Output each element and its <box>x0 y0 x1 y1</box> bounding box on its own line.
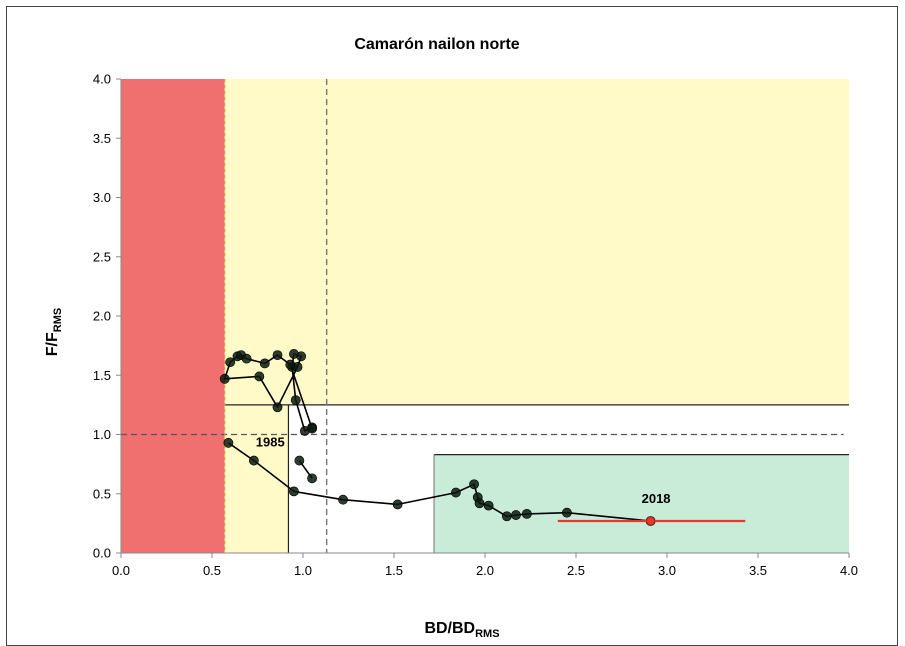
data-point <box>285 359 296 370</box>
y-axis-label: F/FRMS <box>44 308 64 356</box>
data-point <box>307 423 317 434</box>
data-point <box>296 351 307 362</box>
data-point <box>483 500 494 511</box>
data-point <box>338 494 348 505</box>
y-tick-label: 0.5 <box>93 486 111 501</box>
data-point <box>511 510 521 520</box>
phase-diagram-chart: 0.0 0.5 1.0 1.5 2.0 2.5 3.0 3.5 4.0 0.0 0.5 1.0 1.5 2… <box>44 36 858 639</box>
data-point <box>272 350 283 361</box>
data-point <box>248 455 259 466</box>
data-point <box>259 358 270 369</box>
zones-layer <box>121 79 850 553</box>
labels-layer: Camarón nailon norte BD/BDRMS F/FRMS 198… <box>44 36 671 639</box>
data-point <box>294 455 305 466</box>
reference-lines-layer <box>121 79 849 553</box>
data-point <box>501 511 512 522</box>
year-annotation: 2018 <box>642 491 671 506</box>
y-tick-label: 4.0 <box>93 72 111 87</box>
data-point <box>223 437 234 448</box>
data-point <box>290 395 301 406</box>
y-axis-label-main: F/F <box>44 332 61 356</box>
y-tick-label: 3.5 <box>93 131 111 146</box>
data-point <box>225 357 236 368</box>
final-point <box>646 516 656 526</box>
data-point <box>450 487 461 498</box>
x-axis-label-sub: RMS <box>475 628 499 639</box>
y-tick-label: 2.0 <box>93 309 111 324</box>
y-tick-label: 1.5 <box>93 368 111 383</box>
y-tick-label: 1.0 <box>93 427 111 442</box>
data-point <box>392 499 403 510</box>
x-tick-label: 0.5 <box>203 563 221 578</box>
collapse-zone <box>121 79 225 553</box>
x-tick-label: 3.0 <box>658 563 676 578</box>
data-point <box>241 353 252 364</box>
data-point <box>521 508 532 519</box>
x-tick-label: 1.0 <box>294 563 312 578</box>
x-tick-label: 2.0 <box>476 563 494 578</box>
axes-layer: 0.0 0.5 1.0 1.5 2.0 2.5 3.0 3.5 4.0 0.0 0.5 1.0 1.5 2… <box>93 72 858 579</box>
year-annotation: 1985 <box>256 434 285 449</box>
data-point <box>562 507 572 518</box>
data-point <box>469 479 479 490</box>
overexploited-zone-high-f <box>224 79 850 405</box>
y-tick-label: 0.0 <box>93 546 111 561</box>
x-axis-label-main: BD/BD <box>424 620 475 637</box>
full-exploitation-zone <box>434 454 849 553</box>
data-point <box>288 486 299 497</box>
chart-frame: 0.0 0.5 1.0 1.5 2.0 2.5 3.0 3.5 4.0 0.0 0.5 1.0 1.5 2… <box>6 6 898 646</box>
data-point <box>219 373 230 384</box>
chart-title: Camarón nailon norte <box>354 36 519 53</box>
final-point-layer <box>557 516 746 526</box>
data-point <box>474 498 485 509</box>
data-point <box>272 402 283 413</box>
x-tick-label: 3.5 <box>749 563 767 578</box>
data-point <box>307 473 317 484</box>
x-tick-label: 4.0 <box>840 563 858 578</box>
x-tick-label: 2.5 <box>567 563 585 578</box>
points-layer <box>219 349 656 526</box>
y-tick-label: 3.0 <box>93 190 111 205</box>
x-tick-label: 0.0 <box>112 563 130 578</box>
data-point <box>254 371 265 382</box>
x-axis-label: BD/BDRMS <box>424 620 499 639</box>
y-tick-label: 2.5 <box>93 249 111 264</box>
x-tick-label: 1.5 <box>385 563 403 578</box>
y-axis-label-sub: RMS <box>52 308 64 332</box>
